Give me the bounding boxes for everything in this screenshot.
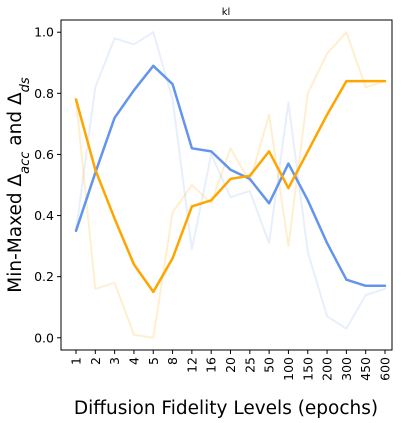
y-tick-label: 0.8 — [34, 86, 54, 101]
y-tick-label: 0.4 — [34, 208, 54, 223]
series-line-3 — [74, 79, 387, 294]
series-line-2 — [74, 64, 387, 288]
x-tick-label: 8 — [165, 357, 180, 365]
x-tick-label: 300 — [339, 357, 354, 381]
y-axis: 0.0 0.2 0.4 0.6 0.8 1.0 — [34, 25, 61, 345]
y-tick-label: 0.2 — [34, 269, 54, 284]
y-axis-title-subscript-2: ds — [18, 77, 33, 92]
faint-series-line-0 — [75, 31, 386, 330]
chart-title: kl — [222, 7, 231, 18]
y-tick-label: 0.6 — [34, 147, 54, 162]
x-tick-label: 200 — [320, 357, 335, 381]
x-tick-label: 2 — [88, 357, 103, 365]
y-tick-label: 0.0 — [34, 330, 54, 345]
x-tick-label: 600 — [378, 357, 393, 381]
x-tick-label: 1 — [69, 357, 84, 365]
x-tick-label: 12 — [184, 357, 199, 373]
x-tick-label: 100 — [281, 357, 296, 381]
x-axis: 1 2 3 4 5 8 12 16 20 25 50 100 150 200 300 450 600 — [69, 350, 393, 381]
y-axis-title-prefix: Min-Maxed — [5, 187, 26, 293]
x-tick-label: 4 — [126, 357, 141, 365]
plot-frame — [60, 19, 393, 351]
x-tick-label: 150 — [300, 357, 315, 381]
x-tick-label: 16 — [204, 357, 219, 373]
y-axis-title-subscript-1: acc — [18, 152, 33, 174]
x-axis-title: Diffusion Fidelity Levels (epochs) — [74, 398, 378, 419]
y-axis-title: Min-Maxed Δacc and Δds — [5, 77, 33, 293]
x-tick-label: 450 — [358, 357, 373, 381]
plot-area — [74, 31, 387, 339]
y-axis-title-delta-1: Δ — [5, 174, 26, 187]
y-axis-title-mid: and — [5, 105, 26, 152]
x-tick-label: 5 — [146, 357, 161, 365]
y-tick-label: 1.0 — [34, 25, 54, 40]
x-tick-label: 25 — [242, 357, 257, 373]
faint-series-line-1 — [75, 31, 386, 339]
y-axis-title-delta-2: Δ — [5, 92, 26, 105]
x-tick-label: 20 — [223, 357, 238, 373]
x-tick-label: 3 — [107, 357, 122, 365]
x-tick-label: 50 — [262, 357, 277, 373]
